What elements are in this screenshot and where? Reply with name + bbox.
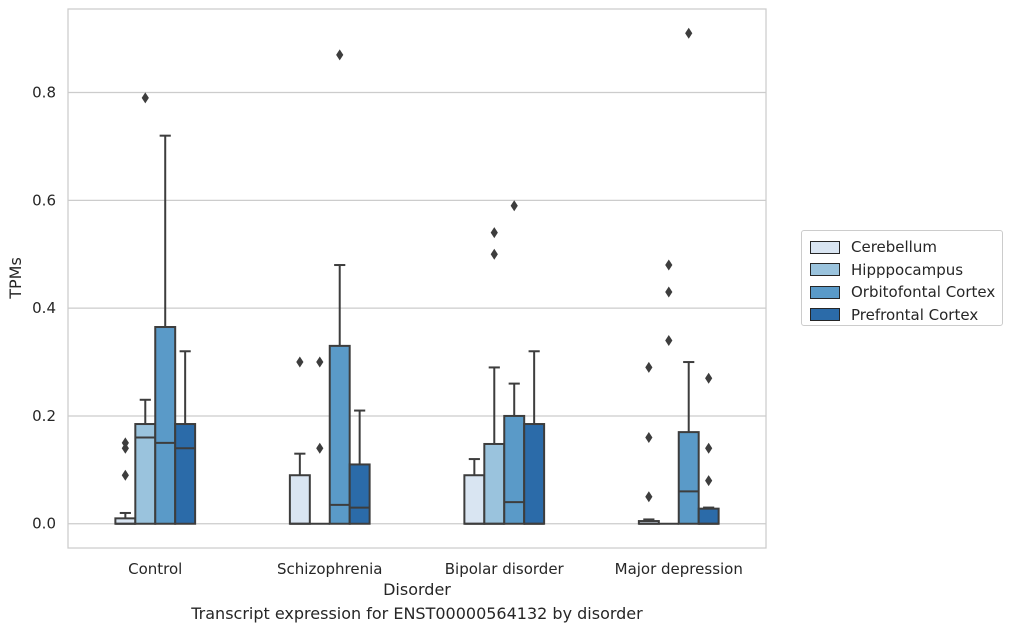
plot-frame [67, 8, 767, 549]
x-tick-label-control: Control [128, 560, 182, 578]
box-body [328, 344, 351, 525]
y-tick-label: 0.6 [32, 191, 56, 209]
legend-swatch-prefrontal [810, 308, 840, 322]
y-axis-title: TPMs [6, 257, 25, 300]
outlier-point [490, 227, 498, 239]
box-plot-area [114, 27, 720, 525]
x-tick-label-major-depression: Major depression [615, 560, 743, 578]
x-tick-label-bipolar-disorder: Bipolar disorder [445, 560, 565, 578]
outlier-point [490, 248, 498, 260]
box-body [483, 442, 506, 525]
x-axis-ticks: Control Schizophrenia Bipolar disorder Majo… [128, 560, 743, 578]
box-cerebellum-major-depression [637, 361, 660, 525]
outlier-point [705, 442, 713, 454]
outlier-point [141, 92, 149, 104]
box-body [174, 423, 197, 525]
box-orbitofontal-cortex-control [154, 134, 177, 525]
legend-item-hippocampus: Hipppocampus [810, 259, 1002, 282]
outlier-point [665, 259, 673, 271]
box-prefrontal-cortex-major-depression [697, 372, 720, 525]
outlier-point [665, 334, 673, 346]
x-axis-title: Disorder [383, 580, 451, 599]
legend-swatch-orbitofrontal [810, 285, 840, 299]
box-cerebellum-control [114, 437, 137, 525]
box-body [677, 431, 700, 525]
outlier-point [685, 27, 693, 39]
box-hipppocampus-major-depression [658, 259, 679, 525]
outlier-point [705, 372, 713, 384]
outlier-point [121, 469, 129, 481]
outlier-point [510, 200, 518, 212]
legend-swatch-cerebellum [810, 240, 840, 254]
outlier-point [336, 49, 344, 61]
box-cerebellum-bipolar-disorder [463, 458, 486, 525]
legend-label-hippocampus: Hipppocampus [851, 260, 964, 279]
box-body [348, 463, 371, 525]
legend-item-prefrontal: Prefrontal Cortex [810, 304, 1002, 327]
box-hipppocampus-schizophrenia [309, 356, 330, 525]
box-orbitofontal-cortex-major-depression [677, 27, 700, 525]
box-hipppocampus-bipolar-disorder [483, 227, 506, 525]
legend-label-cerebellum: Cerebellum [851, 238, 937, 257]
outlier-point [296, 356, 304, 368]
x-tick-label-schizophrenia: Schizophrenia [277, 560, 382, 578]
box-prefrontal-cortex-bipolar-disorder [523, 350, 546, 525]
y-axis-ticks: 0.0 0.2 0.4 0.6 0.8 [32, 84, 56, 533]
legend-label-prefrontal: Prefrontal Cortex [851, 305, 979, 324]
outlier-point [645, 361, 653, 373]
legend-item-cerebellum: Cerebellum [810, 236, 1002, 259]
outlier-point [316, 442, 324, 454]
y-tick-label: 0.4 [32, 299, 56, 317]
y-tick-label: 0.8 [32, 84, 56, 102]
box-body [463, 474, 486, 525]
chart-caption: Transcript expression for ENST0000056413… [191, 604, 643, 623]
box-body [503, 414, 526, 525]
outlier-point [316, 356, 324, 368]
box-body [154, 326, 177, 525]
outlier-point [665, 286, 673, 298]
box-prefrontal-cortex-schizophrenia [348, 409, 371, 525]
box-body [134, 423, 157, 525]
legend: Cerebellum Hipppocampus Orbitofontal Cor… [801, 230, 1003, 326]
legend-label-orbitofrontal: Orbitofontal Cortex [851, 283, 996, 302]
box-cerebellum-schizophrenia [288, 356, 311, 525]
legend-item-orbitofrontal: Orbitofontal Cortex [810, 281, 1002, 304]
box-prefrontal-cortex-control [174, 350, 197, 525]
outlier-point [645, 491, 653, 503]
box-orbitofontal-cortex-schizophrenia [328, 49, 351, 525]
box-body [288, 474, 311, 525]
box-body [697, 507, 720, 525]
box-body [523, 423, 546, 525]
outlier-point [705, 475, 713, 487]
legend-swatch-hippocampus [810, 263, 840, 277]
y-tick-label: 0.2 [32, 407, 56, 425]
y-tick-label: 0.0 [32, 515, 56, 533]
outlier-point [121, 437, 129, 449]
outlier-point [645, 432, 653, 444]
box-orbitofontal-cortex-bipolar-disorder [503, 200, 526, 525]
